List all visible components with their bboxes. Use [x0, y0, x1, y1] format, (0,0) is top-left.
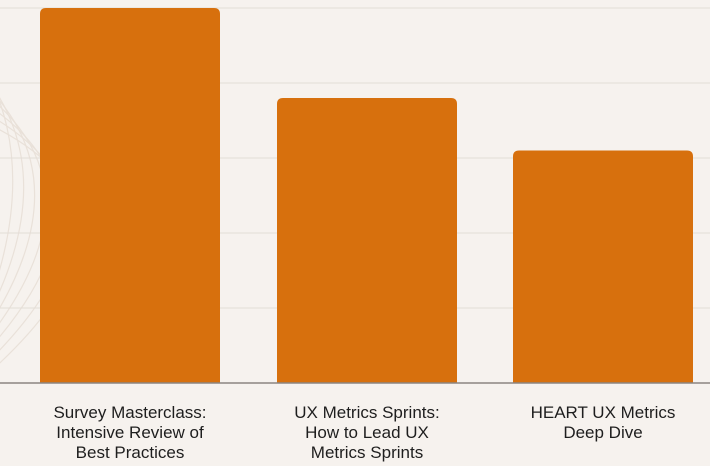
bar-3 [513, 150, 693, 383]
x-tick-labels: Survey Masterclass: Intensive Review of Be… [53, 403, 675, 462]
contour-line [0, 100, 36, 309]
contour-line [0, 101, 14, 271]
bar-1 [40, 8, 220, 383]
x-tick-label-line: How to Lead UX [305, 423, 429, 442]
x-tick-label-line: HEART UX Metrics [531, 403, 676, 422]
bars [40, 8, 693, 383]
x-tick-label-3: HEART UX Metrics Deep Dive [531, 403, 676, 442]
x-tick-label-2: UX Metrics Sprints: How to Lead UX Metrics… [294, 403, 439, 462]
x-tick-label-line: Intensive Review of [56, 423, 204, 442]
x-tick-label-line: Survey Masterclass: [53, 403, 206, 422]
x-tick-label-line: Deep Dive [563, 423, 642, 442]
x-tick-label-line: Best Practices [76, 443, 185, 462]
x-tick-label-1: Survey Masterclass: Intensive Review of Be… [53, 403, 206, 462]
x-tick-label-line: UX Metrics Sprints: [294, 403, 439, 422]
bar-2 [277, 98, 457, 383]
x-tick-label-line: Metrics Sprints [311, 443, 423, 462]
contour-line [0, 97, 25, 292]
